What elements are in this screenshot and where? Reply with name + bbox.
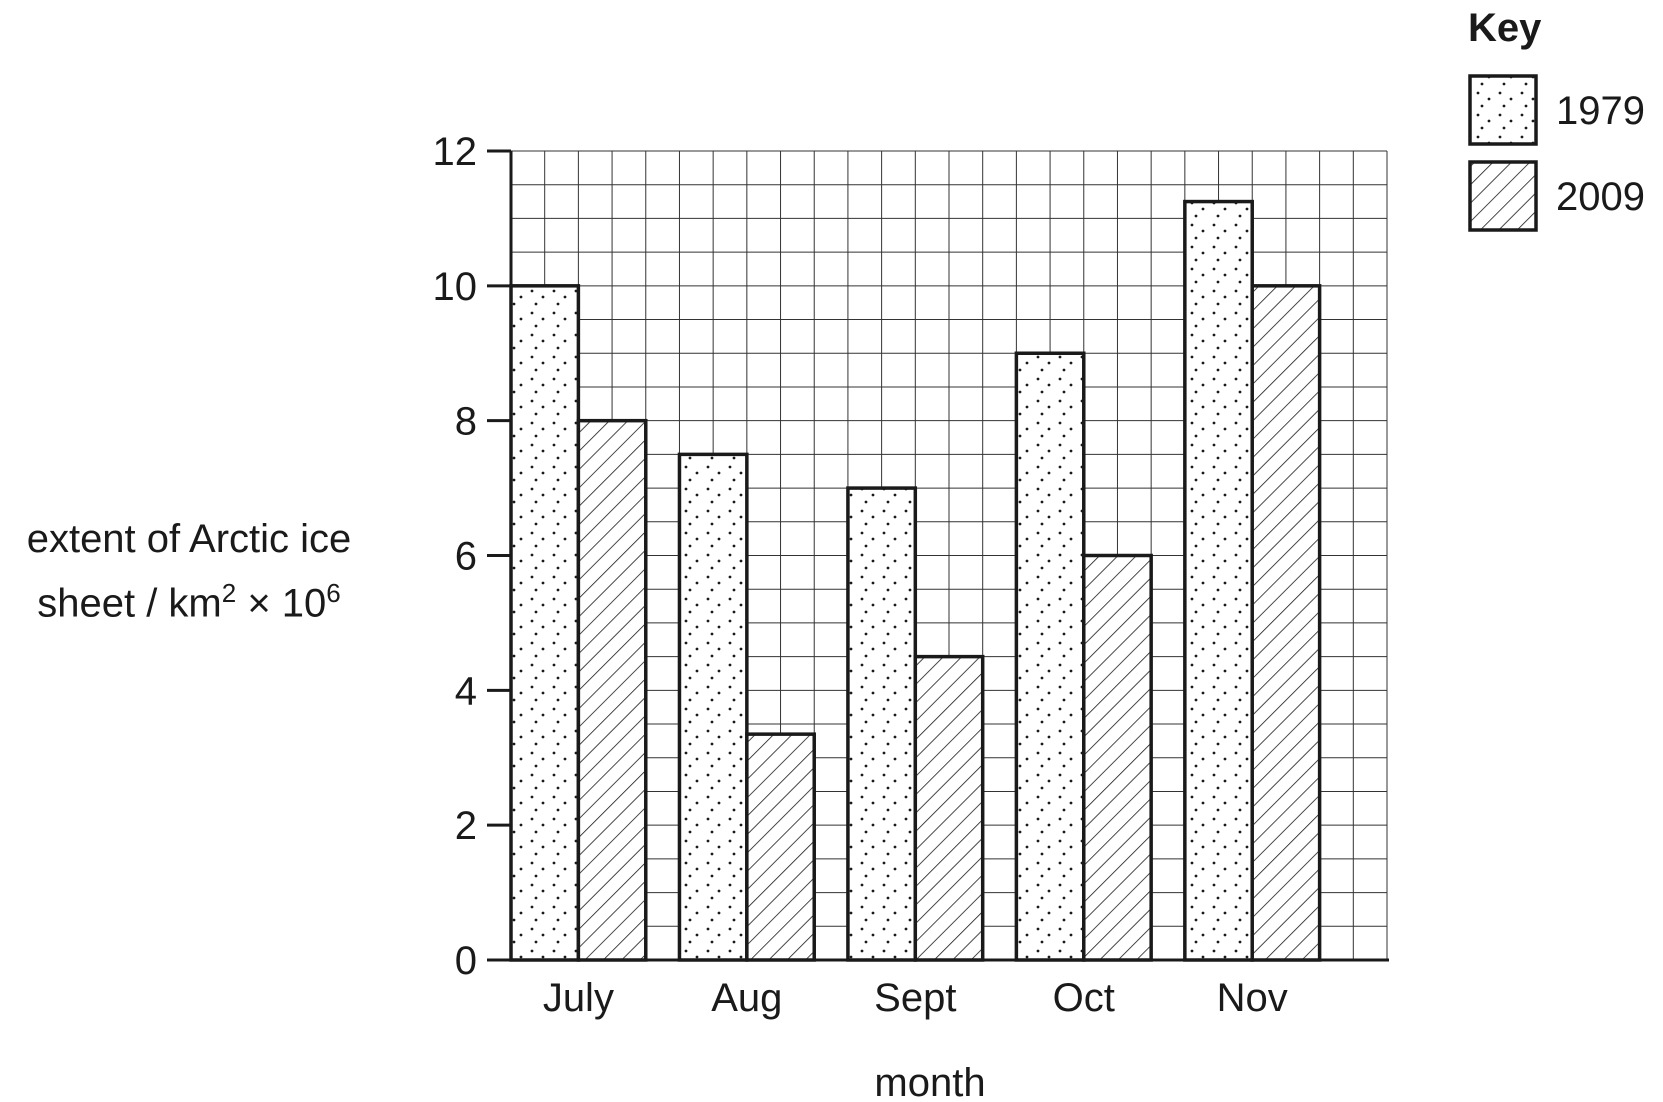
x-axis-label: month <box>874 1061 985 1102</box>
legend-swatch-2009 <box>1468 160 1538 232</box>
legend: 1979 2009 <box>1468 74 1645 232</box>
legend-label-2009: 2009 <box>1556 175 1645 219</box>
y-tick-labels: 0 2 4 6 8 10 12 <box>433 130 511 983</box>
legend-label-1979: 1979 <box>1556 89 1645 133</box>
y-axis-label-line2b: × 10 <box>236 581 327 626</box>
legend-swatch-1979 <box>1468 74 1538 146</box>
x-tick-label: Oct <box>1053 976 1115 1020</box>
x-tick-label: July <box>543 976 614 1020</box>
x-tick-labels: July Aug Sept Oct Nov <box>543 976 1288 1020</box>
y-tick-label: 10 <box>433 265 478 309</box>
y-tick-label: 8 <box>455 400 477 444</box>
y-axis-label-sup2: 6 <box>326 578 341 608</box>
y-tick-label: 4 <box>455 669 477 713</box>
bar-2009-july <box>576 418 648 962</box>
x-tick-label: Sept <box>874 976 956 1020</box>
y-tick-label: 12 <box>433 130 478 174</box>
bar-2009-sept <box>913 654 985 962</box>
y-tick-label: 0 <box>455 939 477 983</box>
bar-1979-july <box>509 284 581 962</box>
x-tick-label: Nov <box>1217 976 1288 1020</box>
y-axis-label: extent of Arctic ice sheet / km2 × 106 <box>0 512 378 630</box>
y-tick-label: 2 <box>455 804 477 848</box>
bars <box>509 199 1322 962</box>
bar-1979-oct <box>1014 351 1086 962</box>
y-axis-label-line2: sheet / km <box>37 581 222 626</box>
bar-2009-oct <box>1082 553 1153 962</box>
legend-title: Key <box>1468 6 1542 50</box>
y-axis-label-line1: extent of Arctic ice <box>26 517 352 561</box>
bar-1979-aug <box>677 452 749 962</box>
bar-1979-nov <box>1183 199 1254 962</box>
x-tick-label: Aug <box>711 976 782 1020</box>
bar-1979-sept <box>846 486 918 962</box>
y-axis-label-sup1: 2 <box>221 578 237 608</box>
bar-2009-nov <box>1250 284 1322 962</box>
bar-2009-aug <box>745 732 816 962</box>
y-tick-label: 6 <box>455 535 477 579</box>
